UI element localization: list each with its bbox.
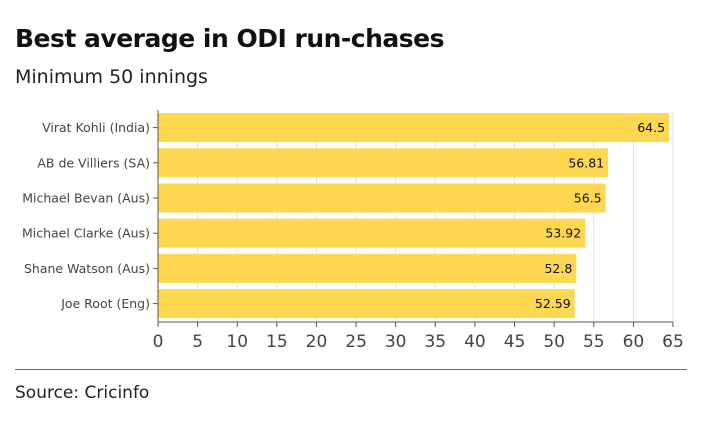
x-tick-label: 0 <box>153 332 164 352</box>
bar <box>158 289 575 319</box>
x-tick-label: 45 <box>504 332 526 352</box>
bar <box>158 253 577 283</box>
bar-chart: Virat Kohli (India) 64.5 AB de Villiers (S… <box>22 110 684 352</box>
x-tick-label: 25 <box>345 332 367 352</box>
x-tick-label: 55 <box>583 332 605 352</box>
x-tick-label: 20 <box>306 332 328 352</box>
y-tick-label: Shane Watson (Aus) <box>24 261 150 276</box>
data-label: 56.5 <box>574 191 602 206</box>
footer-divider <box>15 369 687 370</box>
x-tick-label: 10 <box>226 332 248 352</box>
data-label: 52.8 <box>544 261 572 276</box>
x-tick-label: 50 <box>543 332 565 352</box>
x-tick-label: 15 <box>266 332 288 352</box>
x-tick-label: 65 <box>662 332 684 352</box>
x-tick-label: 30 <box>385 332 407 352</box>
x-tick-label: 40 <box>464 332 486 352</box>
x-tick-label: 5 <box>192 332 203 352</box>
chart-subtitle: Minimum 50 innings <box>15 66 208 88</box>
bar <box>158 183 606 213</box>
x-tick-label: 35 <box>424 332 446 352</box>
data-label: 52.59 <box>535 296 571 311</box>
bar <box>158 148 609 178</box>
data-label: 56.81 <box>568 155 604 170</box>
y-tick-label: AB de Villiers (SA) <box>37 155 150 170</box>
bar <box>158 218 586 248</box>
source-note: Source: Cricinfo <box>15 383 150 403</box>
y-tick-label: Michael Bevan (Aus) <box>22 191 150 206</box>
y-tick-label: Joe Root (Eng) <box>60 296 150 311</box>
x-tick-label: 60 <box>623 332 645 352</box>
chart-title: Best average in ODI run-chases <box>15 24 445 53</box>
y-tick-label: Michael Clarke (Aus) <box>22 226 150 241</box>
data-label: 64.5 <box>637 120 665 135</box>
bar <box>158 113 670 143</box>
y-tick-label: Virat Kohli (India) <box>42 120 150 135</box>
data-label: 53.92 <box>545 226 581 241</box>
